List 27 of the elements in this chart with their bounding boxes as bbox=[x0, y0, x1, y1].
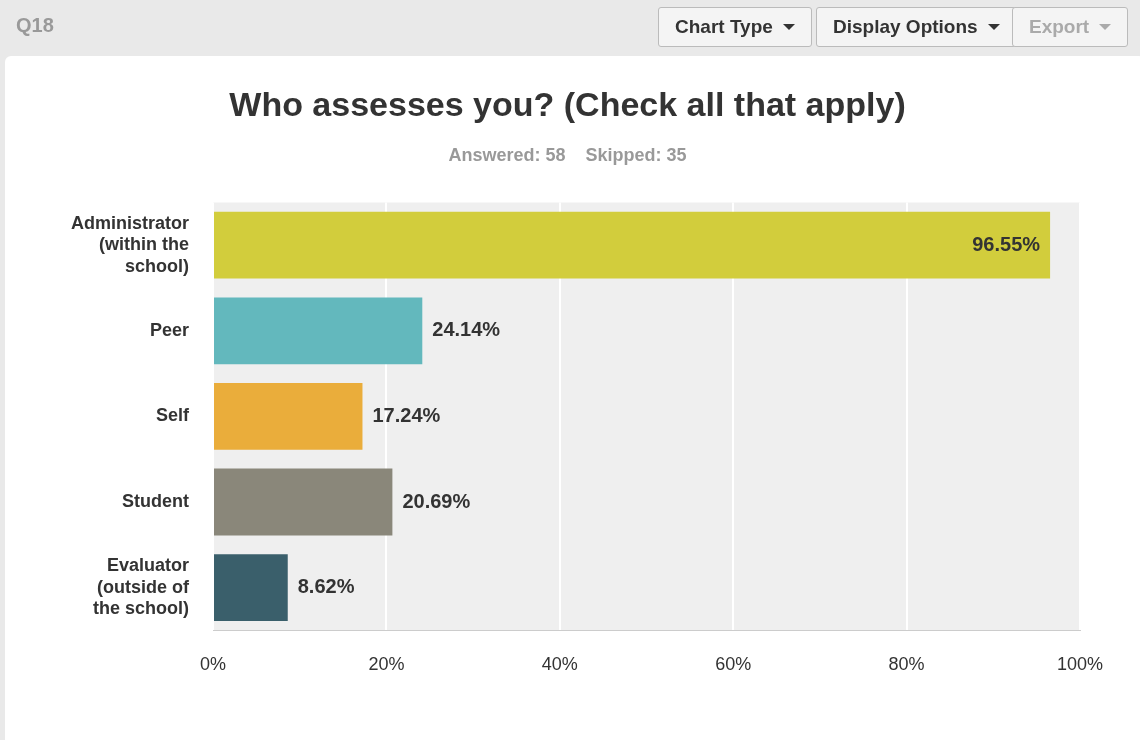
data-label: 96.55% bbox=[972, 232, 1041, 255]
chart-title: Who assesses you? (Check all that apply) bbox=[229, 84, 906, 123]
data-label: 24.14% bbox=[432, 318, 501, 341]
bar bbox=[214, 383, 363, 450]
x-tick-label: 0% bbox=[200, 654, 227, 675]
x-tick-label: 60% bbox=[715, 654, 752, 675]
y-tick-label: Peer bbox=[149, 319, 190, 340]
text: Chart Type bbox=[675, 16, 773, 38]
x-tick-label: 20% bbox=[368, 654, 405, 675]
data-label: 20.69% bbox=[402, 489, 471, 512]
x-tick-label: 40% bbox=[541, 654, 578, 675]
bar bbox=[214, 297, 423, 365]
chart-subtitle: Answered: 58 Skipped: 35 bbox=[448, 144, 687, 165]
data-label: 8.62% bbox=[297, 575, 355, 598]
text: Display Options bbox=[833, 16, 978, 38]
text: Export bbox=[1029, 16, 1090, 38]
x-tick-label: 80% bbox=[888, 654, 925, 675]
bar bbox=[214, 554, 288, 621]
y-tick-label: Administrator (within the school) bbox=[71, 212, 190, 276]
x-tick-label: 100% bbox=[1056, 654, 1104, 675]
bar bbox=[214, 468, 393, 536]
bar bbox=[214, 211, 1051, 279]
data-label: 17.24% bbox=[372, 403, 441, 426]
text: Q18 bbox=[16, 14, 54, 37]
y-tick-label: Evaluator (outside of the school) bbox=[93, 554, 190, 619]
y-tick-label: Student bbox=[122, 490, 190, 511]
y-tick-label: Self bbox=[156, 405, 191, 426]
